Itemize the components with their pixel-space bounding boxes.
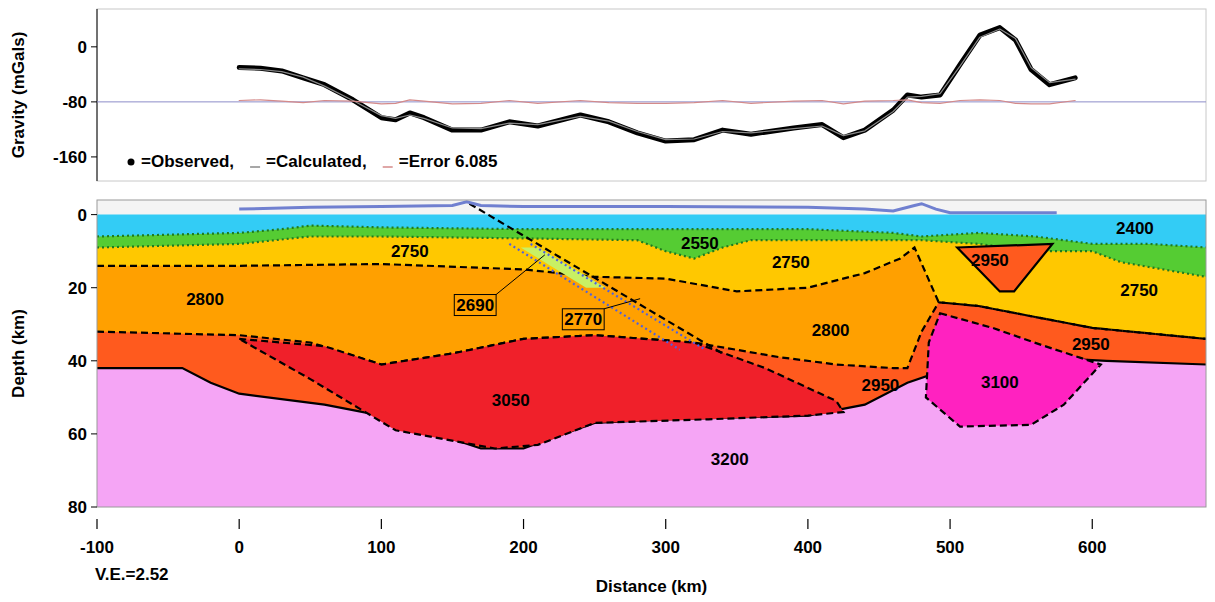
y-tick xyxy=(91,214,97,215)
density-label: 2750 xyxy=(1120,281,1158,300)
x-tick xyxy=(1092,519,1093,529)
legend: =Observed, =Calculated, =Error 6.085 xyxy=(128,152,498,171)
density-label: 2950 xyxy=(1072,335,1110,354)
y-tick xyxy=(91,101,97,102)
x-tick xyxy=(523,519,524,529)
y-axis xyxy=(97,9,98,181)
x-axis xyxy=(97,529,1206,530)
reference-line xyxy=(97,101,1206,102)
y-axis-title: Gravity (mGals) xyxy=(9,32,28,159)
y-tick-label: 60 xyxy=(68,425,87,444)
model-area xyxy=(97,200,1206,507)
layer xyxy=(97,226,1206,507)
label-box xyxy=(454,295,496,316)
x-tick-label: 300 xyxy=(652,538,680,557)
model-background xyxy=(97,200,1206,507)
body xyxy=(926,313,1101,426)
density-label: 3200 xyxy=(711,450,749,469)
legend-label: =Error 6.085 xyxy=(399,152,498,171)
density-label: 2400 xyxy=(1116,219,1154,238)
series-line xyxy=(239,29,1075,140)
legend-label: =Observed, xyxy=(141,152,234,171)
plot-frame xyxy=(97,9,1206,181)
y-tick-label: 0 xyxy=(78,206,87,225)
x-tick-label: -100 xyxy=(80,538,114,557)
y-tick-label: 40 xyxy=(68,352,87,371)
y-tick xyxy=(91,360,97,361)
structure-line xyxy=(531,244,706,350)
leader-line xyxy=(604,299,640,309)
x-tick-label: 200 xyxy=(509,538,537,557)
plot-area xyxy=(97,28,1206,142)
y-tick-label: 20 xyxy=(68,279,87,298)
density-label: 2950 xyxy=(971,251,1009,270)
x-tick-label: 500 xyxy=(936,538,964,557)
density-label: 2800 xyxy=(812,321,850,340)
y-tick-label: -160 xyxy=(53,148,87,167)
y-axis-title: Depth (km) xyxy=(9,309,28,398)
layer xyxy=(97,302,1206,507)
x-tick-label: 400 xyxy=(794,538,822,557)
vertical-exaggeration: V.E.=2.52 xyxy=(95,565,169,584)
body xyxy=(239,335,843,448)
density-label: 3050 xyxy=(492,391,530,410)
x-tick xyxy=(807,519,808,529)
density-label: 2770 xyxy=(564,310,602,329)
figure: 0 -80 -160 Gravity (mGals) =Observed, =Calcul… xyxy=(0,0,1215,602)
x-tick-label: 0 xyxy=(234,538,243,557)
y-tick-label: -80 xyxy=(62,93,87,112)
body xyxy=(521,248,606,288)
density-label: 3100 xyxy=(981,373,1019,392)
y-tick xyxy=(91,433,97,434)
x-axis-title: Distance (km) xyxy=(596,577,707,596)
topography xyxy=(239,202,1056,213)
y-tick-label: 0 xyxy=(78,38,87,57)
x-tick-label: 600 xyxy=(1078,538,1106,557)
x-tick-label: 100 xyxy=(367,538,395,557)
density-label: 2800 xyxy=(186,290,224,309)
x-tick xyxy=(949,519,950,529)
density-label: 2550 xyxy=(681,234,719,253)
x-tick xyxy=(96,519,97,529)
series-line xyxy=(239,100,1075,104)
density-label: 2750 xyxy=(391,242,429,261)
structure-line xyxy=(509,244,680,350)
density-labels: 2400 2550 2750 2750 2750 2950 2800 2800 2690 2770… xyxy=(186,219,1158,470)
x-tick xyxy=(239,519,240,529)
legend-label: =Calculated, xyxy=(266,152,367,171)
y-tick xyxy=(91,46,97,47)
legend-symbol xyxy=(128,159,135,166)
density-label: 2690 xyxy=(456,296,494,315)
y-tick xyxy=(91,156,97,157)
y-tick-label: 80 xyxy=(68,498,87,517)
layer xyxy=(97,248,1206,508)
structure-line xyxy=(470,204,723,354)
body xyxy=(957,244,1052,292)
model-frame xyxy=(97,200,1206,507)
label-box xyxy=(562,309,604,330)
y-tick xyxy=(91,507,97,508)
legend-symbol xyxy=(250,166,260,168)
series-line xyxy=(239,28,1075,142)
layer xyxy=(97,215,1206,507)
layer xyxy=(97,237,1206,508)
density-label: 2750 xyxy=(772,253,810,272)
x-tick xyxy=(665,519,666,529)
legend-symbol xyxy=(383,166,393,168)
leader-line xyxy=(496,255,545,295)
x-tick xyxy=(381,519,382,529)
y-tick xyxy=(91,287,97,288)
density-label: 2950 xyxy=(861,376,899,395)
